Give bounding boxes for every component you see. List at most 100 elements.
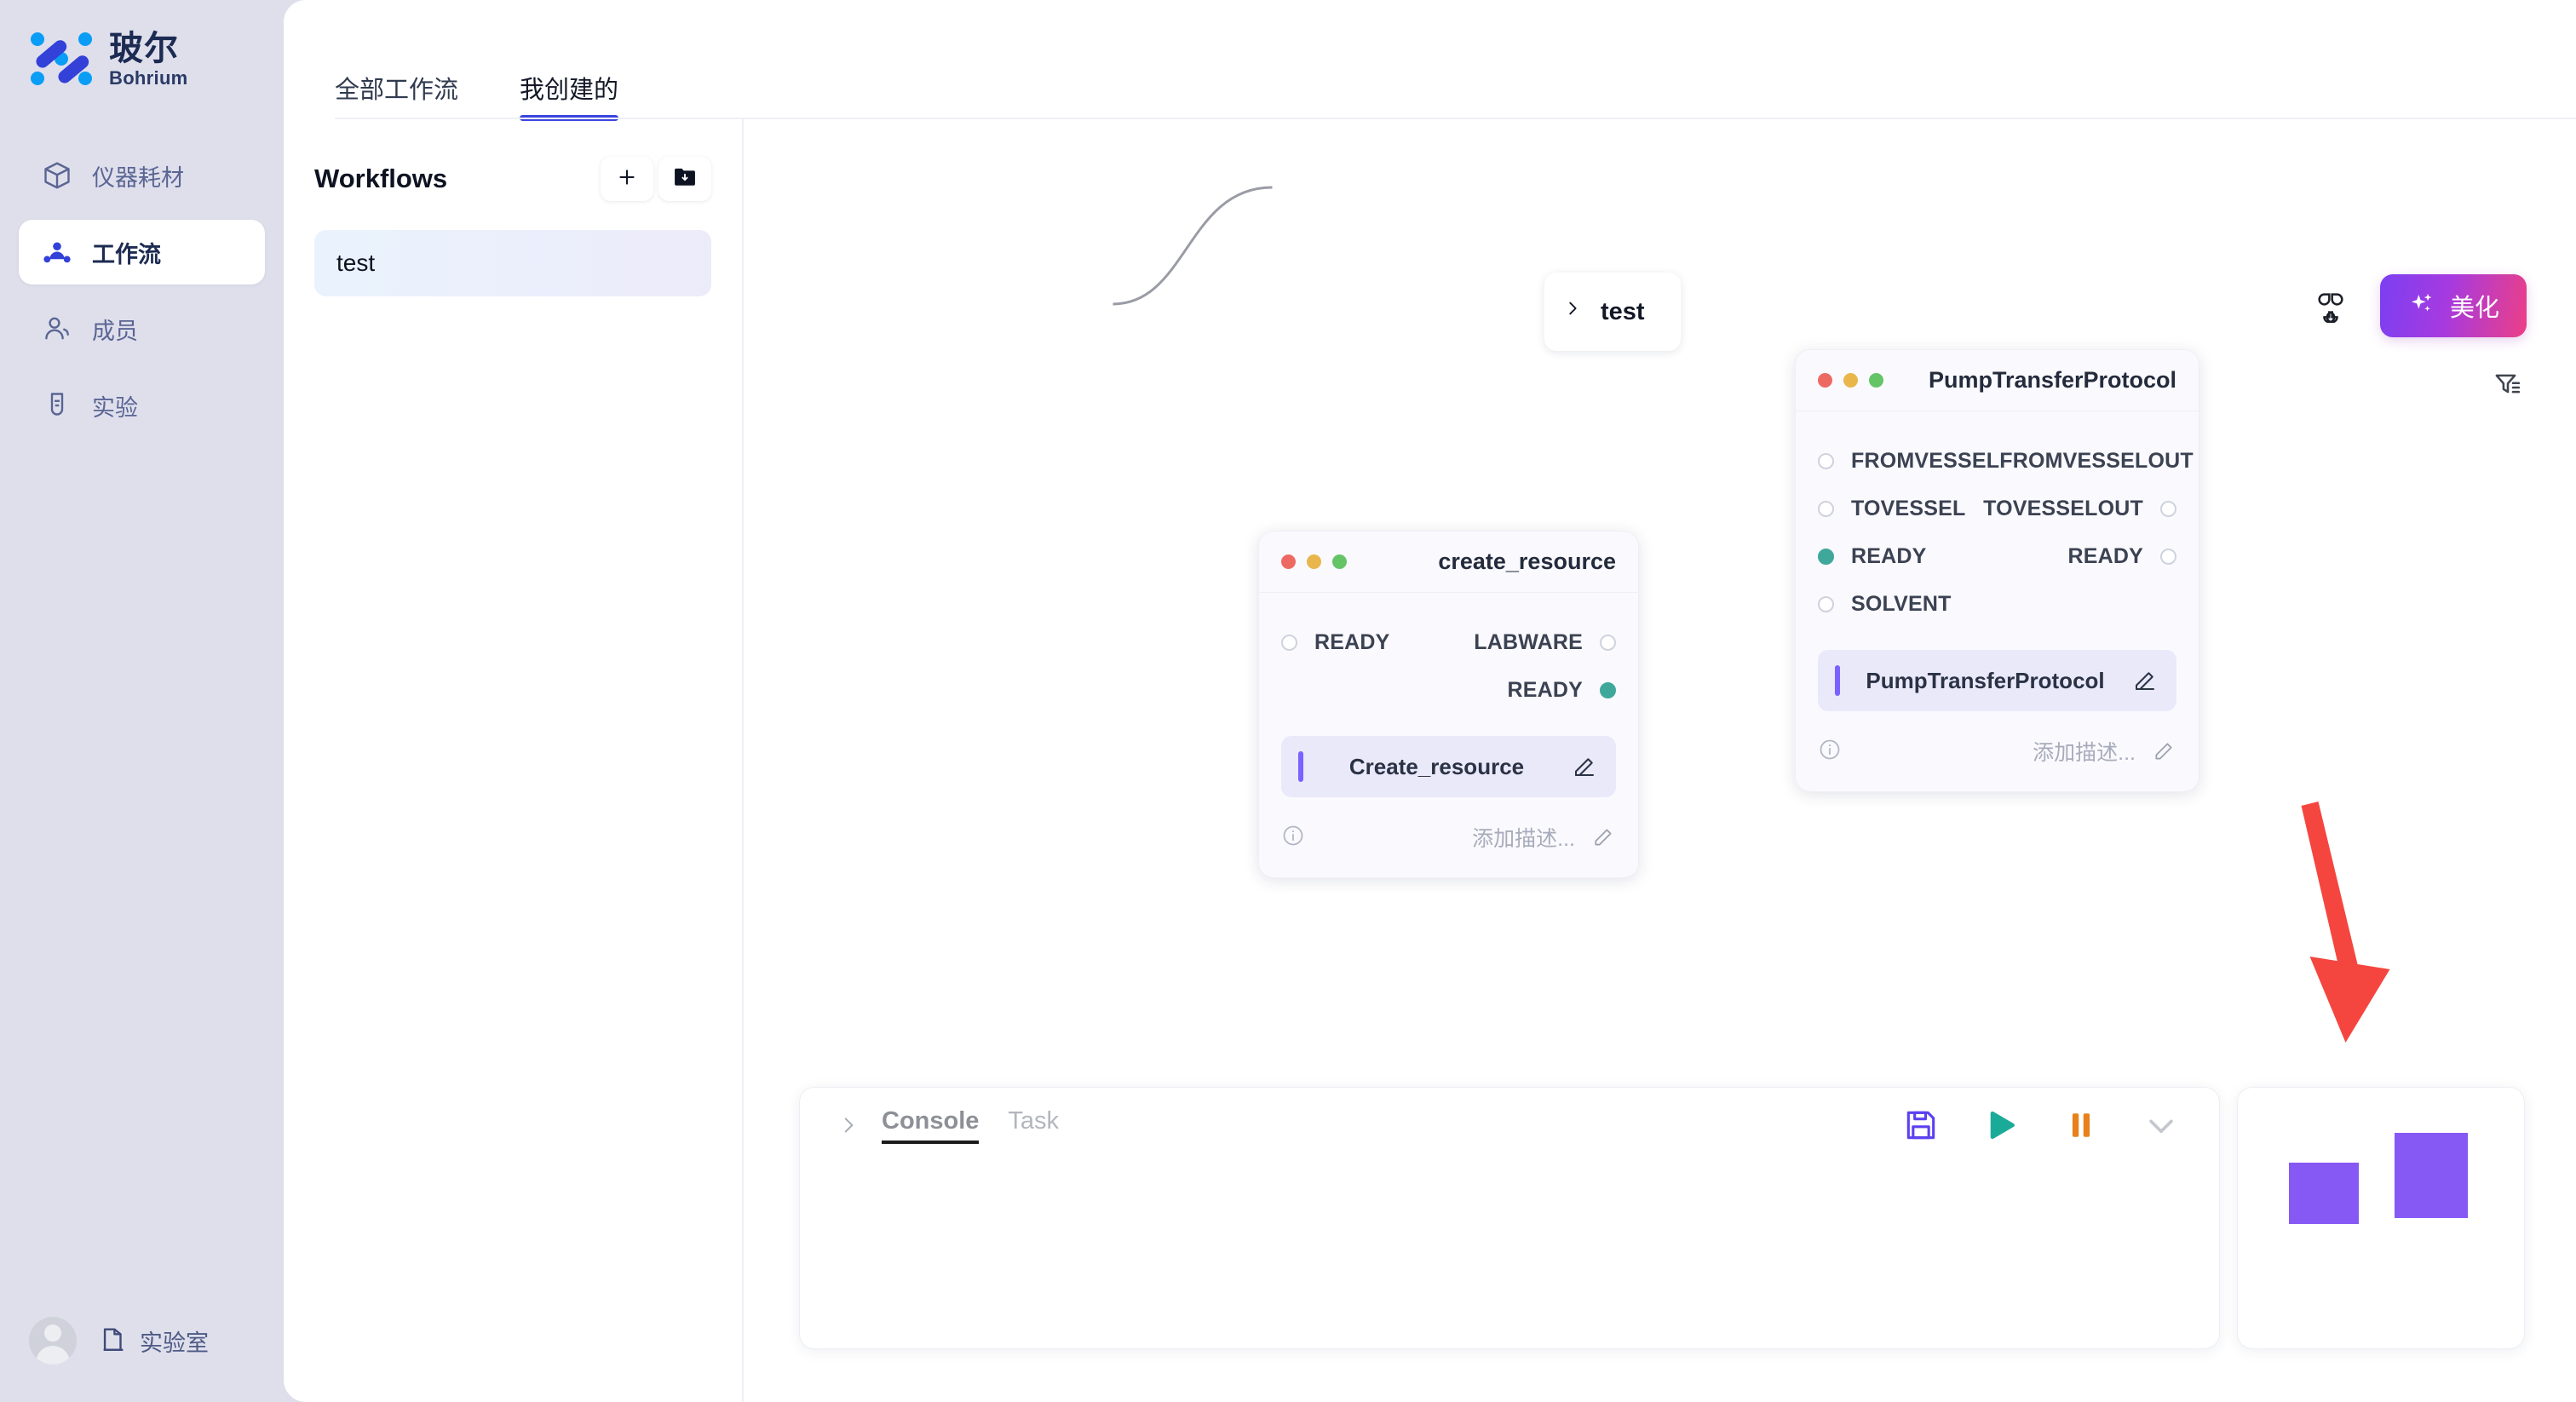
import-workflow-button[interactable]: [658, 157, 711, 201]
port-left[interactable]: READY: [1818, 544, 1927, 569]
port-handle-icon[interactable]: [1600, 634, 1616, 651]
port-handle-icon[interactable]: [1818, 548, 1834, 565]
node-chip[interactable]: PumpTransferProtocol: [1818, 650, 2176, 711]
pencil-icon[interactable]: [1590, 825, 1616, 850]
port-label: LABWARE: [1474, 629, 1583, 654]
node-header: PumpTransferProtocol: [1796, 350, 2199, 411]
minimap-node-box: [2395, 1133, 2468, 1218]
port-label: TOVESSEL: [1851, 496, 1966, 520]
tab-all-workflows[interactable]: 全部工作流: [335, 77, 459, 104]
workflow-canvas[interactable]: test: [744, 119, 2576, 1402]
port-label: FROMVESSELOUT: [1999, 448, 2194, 473]
tab-console[interactable]: Console: [882, 1107, 980, 1144]
edit-square-icon[interactable]: [1570, 752, 1599, 781]
port-row: FROMVESSEL FROMVESSELOUT: [1796, 437, 2199, 485]
node-footer: 添加描述...: [1259, 797, 1638, 877]
port-handle-icon[interactable]: [2160, 500, 2176, 517]
edit-square-icon[interactable]: [2130, 666, 2159, 695]
lab-link[interactable]: 实验室: [99, 1324, 209, 1358]
info-icon[interactable]: [1281, 824, 1305, 852]
workflows-panel: Workflows: [284, 119, 744, 1402]
workflow-node[interactable]: create_resource READY LABWARE: [1258, 531, 1639, 878]
pencil-icon[interactable]: [2151, 738, 2176, 764]
box-icon: [41, 159, 73, 192]
tab-task[interactable]: Task: [1008, 1106, 1060, 1135]
port-label: FROMVESSEL: [1851, 448, 2000, 473]
minimap-panel[interactable]: [2237, 1087, 2525, 1349]
port-right[interactable]: LABWARE: [1474, 630, 1616, 655]
workflows-list: test: [314, 230, 711, 296]
port-handle-icon[interactable]: [1281, 634, 1297, 651]
workflow-item-label: test: [336, 250, 376, 276]
sidebar: 玻尔 Bohrium 仪器耗材: [0, 0, 284, 1402]
chip-accent-bar: [1835, 665, 1840, 696]
expand-console-icon[interactable]: [834, 1111, 863, 1140]
node-chip[interactable]: Create_resource: [1281, 736, 1616, 797]
port-left[interactable]: FROMVESSEL: [1818, 449, 1999, 474]
grid-apps-icon[interactable]: [2312, 287, 2349, 325]
workflow-node[interactable]: PumpTransferProtocol FROMVESSEL FROMVESS…: [1795, 349, 2199, 792]
beautify-button[interactable]: 美化: [2379, 274, 2527, 337]
maximize-dot-icon[interactable]: [1869, 373, 1883, 388]
sidebar-item-label: 仪器耗材: [92, 164, 184, 191]
node-description-placeholder[interactable]: 添加描述...: [1472, 827, 1575, 851]
sidebar-item-experiment[interactable]: 实验: [19, 373, 265, 438]
node-footer: 添加描述...: [1796, 711, 2199, 791]
node-description-placeholder[interactable]: 添加描述...: [2033, 741, 2136, 765]
avatar-icon[interactable]: [29, 1317, 77, 1365]
minimize-dot-icon[interactable]: [1307, 554, 1321, 569]
chevron-down-icon[interactable]: [2141, 1105, 2182, 1146]
window-dots: [1818, 373, 1883, 388]
info-icon[interactable]: [1818, 738, 1842, 766]
port-right[interactable]: TOVESSELOUT: [1983, 497, 2176, 521]
pause-icon[interactable]: [2061, 1105, 2102, 1146]
window-dots: [1281, 554, 1347, 569]
members-icon: [41, 313, 73, 345]
port-right[interactable]: READY: [1507, 678, 1616, 703]
node-ports: READY LABWARE READY: [1259, 593, 1638, 714]
node-chip-label: PumpTransferProtocol: [1866, 667, 2105, 693]
port-handle-icon[interactable]: [2160, 548, 2176, 565]
beautify-label: 美化: [2449, 295, 2499, 322]
building-icon: [99, 1324, 128, 1358]
folder-download-icon: [674, 167, 696, 192]
close-dot-icon[interactable]: [1281, 554, 1296, 569]
play-icon[interactable]: [1981, 1105, 2021, 1146]
sidebar-item-members[interactable]: 成员: [19, 296, 265, 361]
tab-my-created[interactable]: 我创建的: [520, 70, 619, 121]
port-handle-icon[interactable]: [1818, 452, 1834, 469]
port-right[interactable]: FROMVESSELOUT: [1999, 449, 2199, 474]
minimap-node-box: [2289, 1163, 2359, 1224]
port-left[interactable]: READY: [1281, 630, 1390, 655]
maximize-dot-icon[interactable]: [1332, 554, 1347, 569]
minimize-dot-icon[interactable]: [1843, 373, 1858, 388]
chip-accent-bar: [1298, 751, 1303, 782]
port-handle-icon[interactable]: [1818, 500, 1834, 517]
test-tube-icon: [41, 389, 73, 422]
close-dot-icon[interactable]: [1818, 373, 1832, 388]
list-item[interactable]: test: [314, 230, 711, 296]
port-label: READY: [2067, 543, 2143, 568]
node-title: create_resource: [1438, 549, 1616, 574]
save-icon[interactable]: [1900, 1105, 1941, 1146]
port-handle-icon[interactable]: [1818, 595, 1834, 612]
port-left[interactable]: SOLVENT: [1818, 592, 1952, 617]
filter-icon[interactable]: [2489, 366, 2527, 404]
lab-label: 实验室: [140, 1330, 209, 1356]
main-panel: 全部工作流 我创建的 Workflows: [284, 0, 2576, 1402]
breadcrumb[interactable]: test: [1544, 273, 1681, 351]
port-label: READY: [1314, 629, 1390, 654]
sidebar-item-workflow[interactable]: 工作流: [19, 220, 265, 284]
port-right[interactable]: READY: [2067, 544, 2176, 569]
sidebar-item-instruments[interactable]: 仪器耗材: [19, 143, 265, 208]
sidebar-nav: 仪器耗材 工作流: [0, 143, 284, 438]
port-left[interactable]: TOVESSEL: [1818, 497, 1966, 521]
add-workflow-button[interactable]: [601, 157, 653, 201]
port-handle-icon[interactable]: [1600, 681, 1616, 698]
port-row: READY LABWARE: [1259, 618, 1638, 666]
breadcrumb-label: test: [1601, 297, 1645, 325]
canvas-top-controls: 美化: [2312, 274, 2527, 337]
node-ports: FROMVESSEL FROMVESSELOUT TOVESSEL: [1796, 411, 2199, 628]
node-chip-label: Create_resource: [1348, 753, 1525, 779]
